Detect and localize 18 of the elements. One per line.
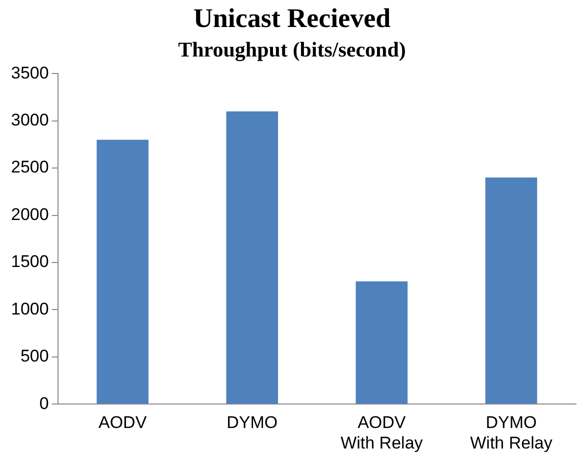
y-tick-label: 3000: [10, 110, 49, 130]
y-tick-label: 2500: [10, 158, 49, 177]
bar: [485, 178, 538, 404]
y-tick-label: 1000: [10, 299, 49, 318]
y-tick-label: 1500: [10, 252, 49, 272]
y-tick-label: 2000: [10, 204, 49, 224]
x-tick-label: DYMO: [226, 413, 278, 432]
bar: [96, 140, 148, 404]
bar: [226, 111, 278, 404]
bar: [356, 281, 408, 404]
chart-title: Unicast Recieved: [193, 3, 391, 34]
x-tick-label: AODV With Relay: [340, 413, 424, 452]
y-tick-label: 0: [39, 394, 49, 413]
chart-subtitle: Throughput (bits/second): [178, 37, 406, 62]
y-tick-label: 500: [20, 346, 49, 366]
x-tick-label: DYMO With Relay: [470, 413, 553, 452]
y-tick-label: 3500: [10, 63, 49, 82]
x-tick-label: AODV: [98, 413, 148, 432]
